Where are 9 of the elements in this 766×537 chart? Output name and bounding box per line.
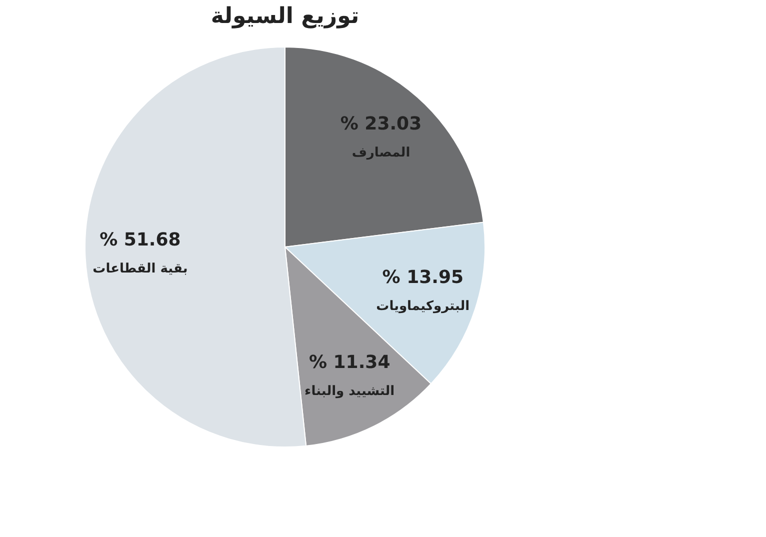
data-label: % 13.95	[382, 266, 464, 288]
slice-label: البتروكيماويات	[376, 298, 470, 314]
slice-label: المصارف	[352, 145, 410, 160]
chart-title: توزيع السيولة	[210, 4, 360, 29]
slice-label: بقية القطاعات	[92, 262, 188, 277]
data-label: % 11.34	[308, 352, 390, 373]
data-label: % 23.03	[340, 113, 422, 134]
data-label: % 51.68	[100, 230, 181, 251]
slice-label: التشييد والبناء	[304, 384, 395, 399]
